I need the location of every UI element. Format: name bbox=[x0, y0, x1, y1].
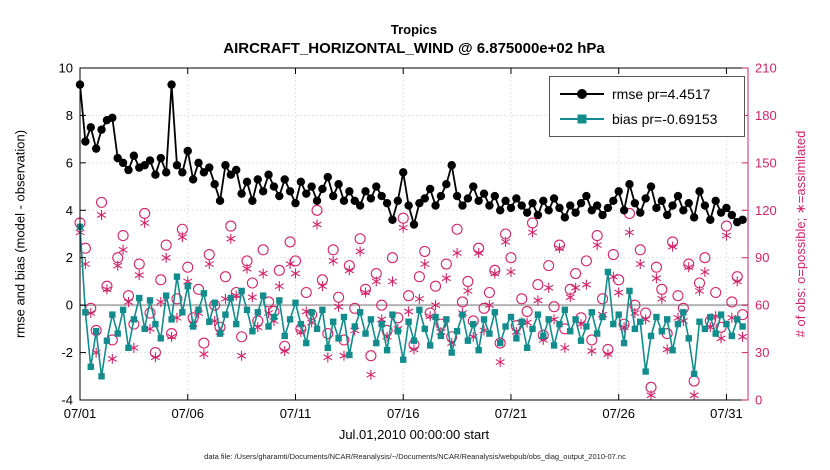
svg-text:8: 8 bbox=[66, 108, 73, 123]
svg-text:07/31: 07/31 bbox=[710, 406, 743, 421]
svg-text:30: 30 bbox=[755, 345, 769, 360]
svg-text:0: 0 bbox=[755, 393, 762, 408]
svg-text:0: 0 bbox=[66, 298, 73, 313]
svg-text:07/16: 07/16 bbox=[387, 406, 420, 421]
svg-text:6: 6 bbox=[66, 155, 73, 170]
right-axis-ticks: 0 30 60 90 120 150 180 210 bbox=[742, 61, 777, 408]
rmse-line bbox=[79, 84, 743, 228]
svg-text:07/01: 07/01 bbox=[64, 406, 97, 421]
svg-text:07/11: 07/11 bbox=[280, 406, 312, 421]
svg-text:07/06: 07/06 bbox=[171, 406, 204, 421]
bias-line bbox=[79, 226, 744, 377]
svg-text:-4: -4 bbox=[61, 393, 73, 408]
legend-label-bias: bias pr=-0.69153 bbox=[612, 111, 718, 127]
data-file-caption: data file: /Users/gharamti/Documents/NCA… bbox=[204, 452, 626, 461]
bias-line-sample bbox=[560, 113, 604, 125]
svg-text:150: 150 bbox=[755, 155, 777, 170]
x-axis-ticks: 07/01 07/06 07/11 07/16 07/21 07/26 07/31 bbox=[64, 68, 743, 421]
svg-text:90: 90 bbox=[755, 250, 769, 265]
svg-text:210: 210 bbox=[755, 61, 777, 76]
svg-text:60: 60 bbox=[755, 298, 769, 313]
bias-markers bbox=[76, 223, 746, 380]
right-axis-label: # of obs: o=possible; ∗=assimilated bbox=[793, 130, 808, 338]
svg-text:07/26: 07/26 bbox=[602, 406, 635, 421]
svg-text:120: 120 bbox=[755, 203, 777, 218]
x-axis-label: Jul.01,2010 00:00:00 start bbox=[338, 427, 490, 442]
legend-label-rmse: rmse pr=4.4517 bbox=[612, 86, 711, 102]
svg-text:4: 4 bbox=[66, 203, 73, 218]
legend-item-rmse: rmse pr=4.4517 bbox=[560, 86, 734, 102]
bias-legend-marker-icon bbox=[577, 114, 587, 124]
rmse-legend-marker-icon bbox=[577, 89, 587, 99]
svg-text:180: 180 bbox=[755, 108, 777, 123]
rmse-line-sample bbox=[560, 88, 604, 100]
svg-text:2: 2 bbox=[66, 250, 73, 265]
left-axis-ticks: -4 -2 0 2 4 6 8 10 bbox=[59, 61, 86, 408]
svg-text:07/21: 07/21 bbox=[495, 406, 528, 421]
svg-text:10: 10 bbox=[59, 61, 73, 76]
chart-title: Tropics bbox=[390, 22, 438, 37]
legend-item-bias: bias pr=-0.69153 bbox=[560, 111, 734, 127]
chart-subtitle: AIRCRAFT_HORIZONTAL_WIND @ 6.875000e+02 … bbox=[223, 40, 605, 57]
rmse-markers bbox=[75, 80, 747, 229]
svg-text:-2: -2 bbox=[61, 345, 73, 360]
assimilated-markers bbox=[75, 210, 748, 401]
legend: rmse pr=4.4517 bias pr=-0.69153 bbox=[549, 76, 745, 137]
left-axis-label: rmse and bias (model - observation) bbox=[12, 129, 28, 339]
